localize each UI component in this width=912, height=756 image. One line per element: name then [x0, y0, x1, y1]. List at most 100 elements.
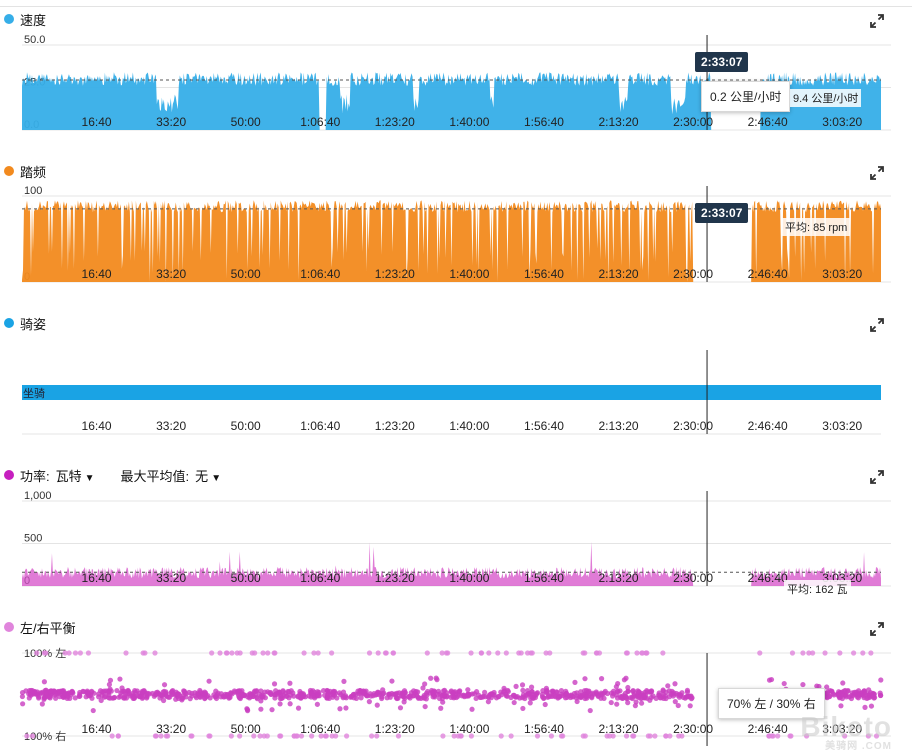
position-category-label: 坐骑	[23, 387, 45, 400]
cadence-expand-icon[interactable]	[870, 166, 884, 180]
cadence-panel: 踏频 010016:4033:2050:001:06:401:23:201:40…	[0, 162, 912, 302]
balance-point	[224, 650, 230, 656]
balance-expand-icon[interactable]	[870, 622, 884, 636]
balance-point	[62, 650, 68, 656]
balance-point	[264, 733, 270, 739]
balance-point	[496, 693, 502, 700]
balance-point	[370, 693, 376, 699]
balance-point	[39, 701, 45, 707]
balance-point	[468, 733, 475, 739]
balance-point	[757, 650, 763, 656]
x-tick-label: 1:56:40	[524, 571, 564, 585]
balance-point	[513, 683, 519, 689]
x-tick-label: 2:30:00	[673, 571, 713, 585]
balance-point	[390, 650, 397, 656]
speed-title: 速度	[20, 12, 47, 28]
balance-point	[411, 688, 417, 694]
balance-point	[623, 675, 629, 681]
top-divider	[0, 6, 912, 7]
balance-point	[29, 733, 36, 739]
power-expand-icon[interactable]	[870, 470, 884, 484]
balance-point	[72, 650, 79, 656]
x-tick-label: 2:46:40	[748, 267, 788, 281]
speed-cursor-time: 2:33:07	[695, 52, 749, 72]
balance-point	[428, 675, 434, 681]
x-tick-label: 2:46:40	[748, 419, 788, 433]
balance-title: 左/右平衡	[20, 620, 76, 636]
balance-point	[386, 691, 393, 697]
speed-expand-icon[interactable]	[870, 14, 884, 28]
balance-point	[590, 690, 596, 696]
max-average-label: 最大平均值:	[120, 468, 190, 484]
balance-point	[868, 703, 875, 709]
balance-point	[375, 650, 381, 656]
chevron-down-icon: ▼	[211, 472, 222, 484]
balance-point	[26, 695, 32, 701]
balance-point	[85, 691, 91, 697]
balance-point	[800, 681, 806, 688]
balance-point	[351, 695, 357, 701]
balance-point	[581, 688, 588, 694]
balance-point	[251, 733, 257, 739]
balance-point	[582, 676, 588, 682]
balance-point	[639, 650, 646, 656]
balance-point	[572, 679, 578, 685]
balance-point	[595, 693, 601, 700]
balance-point	[395, 733, 402, 739]
balance-point	[582, 650, 588, 656]
x-tick-label: 33:20	[156, 115, 186, 129]
balance-point	[160, 697, 167, 704]
balance-point	[838, 703, 844, 709]
balance-point	[272, 695, 278, 701]
balance-point	[679, 733, 685, 739]
position-title: 骑姿	[20, 316, 47, 332]
x-tick-label: 2:30:00	[673, 115, 713, 129]
balance-point	[803, 733, 810, 739]
balance-point	[297, 691, 303, 697]
y-tick-label: 50.0	[24, 34, 45, 46]
max-average-dropdown[interactable]: 无 ▼	[195, 468, 222, 484]
balance-point	[109, 733, 115, 739]
balance-point	[687, 703, 693, 709]
balance-point	[168, 690, 174, 696]
balance-point	[19, 693, 26, 700]
balance-point	[142, 650, 148, 656]
balance-point	[431, 689, 437, 695]
balance-point	[374, 702, 380, 708]
balance-point	[673, 690, 680, 697]
balance-point	[420, 685, 426, 691]
balance-point	[578, 693, 585, 699]
balance-point	[366, 699, 372, 705]
balance-point	[234, 650, 240, 656]
x-tick-label: 2:13:20	[599, 722, 639, 736]
balance-point	[675, 702, 681, 709]
balance-point	[829, 688, 835, 694]
balance-point	[323, 733, 329, 739]
balance-point	[547, 650, 553, 656]
power-header: 功率: 瓦特 ▼ 最大平均值: 无 ▼	[4, 466, 221, 484]
balance-point	[34, 689, 40, 695]
balance-point	[840, 680, 846, 686]
balance-point	[183, 694, 189, 700]
power-unit-dropdown[interactable]: 瓦特 ▼	[55, 468, 95, 484]
balance-point	[618, 695, 624, 701]
balance-point	[584, 693, 590, 700]
x-tick-label: 1:06:40	[300, 115, 340, 129]
balance-point	[260, 650, 266, 656]
position-expand-icon[interactable]	[870, 318, 884, 332]
balance-point	[465, 691, 471, 697]
balance-point	[624, 650, 630, 656]
balance-point	[688, 696, 695, 702]
balance-point	[644, 650, 650, 656]
cadence-cursor-time: 2:33:07	[695, 203, 749, 223]
balance-point	[543, 689, 549, 695]
balance-point	[877, 690, 883, 696]
cadence-average-label: 平均: 85 rpm	[782, 218, 851, 236]
balance-point	[676, 694, 683, 700]
balance-point	[364, 693, 370, 699]
balance-point	[781, 680, 787, 687]
balance-point	[652, 733, 658, 739]
balance-point	[868, 650, 874, 656]
balance-point	[865, 695, 871, 701]
